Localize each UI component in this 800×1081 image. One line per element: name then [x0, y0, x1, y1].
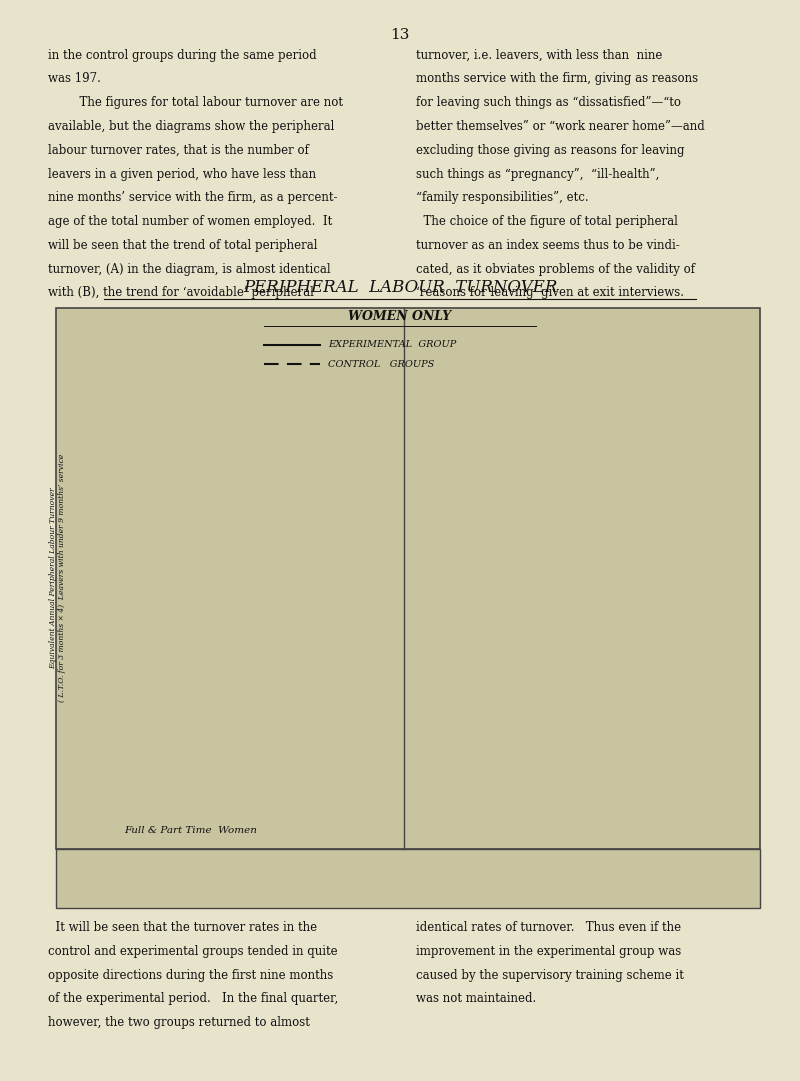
Text: turnover as an index seems thus to be vindi-: turnover as an index seems thus to be vi…	[416, 239, 680, 252]
Text: was 197.: was 197.	[48, 72, 101, 85]
Text: such things as “pregnancy”,  “ill-health”,: such things as “pregnancy”, “ill-health”…	[416, 168, 659, 181]
Text: 13: 13	[390, 28, 410, 42]
Text: caused by the supervisory training scheme it: caused by the supervisory training schem…	[416, 969, 684, 982]
Text: Equivalent Annual Peripheral Labour Turnover
( L.T.O. for 3 months × 4)  Leavers: Equivalent Annual Peripheral Labour Turn…	[49, 454, 66, 703]
Text: opposite directions during the first nine months: opposite directions during the first nin…	[48, 969, 334, 982]
Text: however, the two groups returned to almost: however, the two groups returned to almo…	[48, 1016, 310, 1029]
Text: cated, as it obviates problems of the validity of: cated, as it obviates problems of the va…	[416, 263, 695, 276]
Text: ‘reasons for leaving’ given at exit interviews.: ‘reasons for leaving’ given at exit inte…	[416, 286, 684, 299]
Text: nine months’ service with the firm, as a percent-: nine months’ service with the firm, as a…	[48, 191, 338, 204]
Text: The figures for total labour turnover are not: The figures for total labour turnover ar…	[72, 96, 343, 109]
Text: 304: 304	[368, 486, 386, 497]
Text: better themselves” or “work nearer home”—and: better themselves” or “work nearer home”…	[416, 120, 705, 133]
Text: PERIPHERAL  LABOUR  TURNOVER: PERIPHERAL LABOUR TURNOVER	[243, 279, 557, 296]
Text: EXPERIMENTAL  GROUP: EXPERIMENTAL GROUP	[328, 341, 456, 349]
Text: CONTROL   GROUPS: CONTROL GROUPS	[328, 360, 434, 369]
Text: leavers in a given period, who have less than: leavers in a given period, who have less…	[48, 168, 316, 181]
Text: control and experimental groups tended in quite: control and experimental groups tended i…	[48, 945, 338, 958]
Text: available, but the diagrams show the peripheral: available, but the diagrams show the per…	[48, 120, 334, 133]
Text: identical rates of turnover.   Thus even if the: identical rates of turnover. Thus even i…	[416, 921, 681, 934]
Text: labour turnover rates, that is the number of: labour turnover rates, that is the numbe…	[48, 144, 309, 157]
Text: (B)  ‘AVOIDABLE’: (B) ‘AVOIDABLE’	[434, 388, 564, 401]
Text: 197: 197	[608, 576, 627, 587]
Text: turnover, (A) in the diagram, is almost identical: turnover, (A) in the diagram, is almost …	[48, 263, 330, 276]
Text: (A)  TOTAL: (A) TOTAL	[130, 388, 212, 401]
Text: with (B), the trend for ‘avoidable’ peripheral: with (B), the trend for ‘avoidable’ peri…	[48, 286, 314, 299]
Text: months service with the firm, giving as reasons: months service with the firm, giving as …	[416, 72, 698, 85]
Text: It will be seen that the turnover rates in the: It will be seen that the turnover rates …	[48, 921, 317, 934]
Text: of the experimental period.   In the final quarter,: of the experimental period. In the final…	[48, 992, 338, 1005]
Text: “family responsibilities”, etc.: “family responsibilities”, etc.	[416, 191, 589, 204]
Text: The choice of the figure of total peripheral: The choice of the figure of total periph…	[416, 215, 678, 228]
Text: 304: 304	[672, 584, 690, 593]
Text: turnover, i.e. leavers, with less than  nine: turnover, i.e. leavers, with less than n…	[416, 49, 662, 62]
Text: was not maintained.: was not maintained.	[416, 992, 536, 1005]
Text: in the control groups during the same period: in the control groups during the same pe…	[48, 49, 317, 62]
Text: 197: 197	[304, 480, 323, 490]
Text: WOMEN ONLY: WOMEN ONLY	[349, 310, 451, 323]
Text: Full & Part Time  Women: Full & Part Time Women	[124, 826, 257, 835]
Text: improvement in the experimental group was: improvement in the experimental group wa…	[416, 945, 682, 958]
Text: age of the total number of women employed.  It: age of the total number of women employe…	[48, 215, 332, 228]
Text: excluding those giving as reasons for leaving: excluding those giving as reasons for le…	[416, 144, 685, 157]
Text: for leaving such things as “dissatisfied”—“to: for leaving such things as “dissatisfied…	[416, 96, 681, 109]
Text: will be seen that the trend of total peripheral: will be seen that the trend of total per…	[48, 239, 318, 252]
